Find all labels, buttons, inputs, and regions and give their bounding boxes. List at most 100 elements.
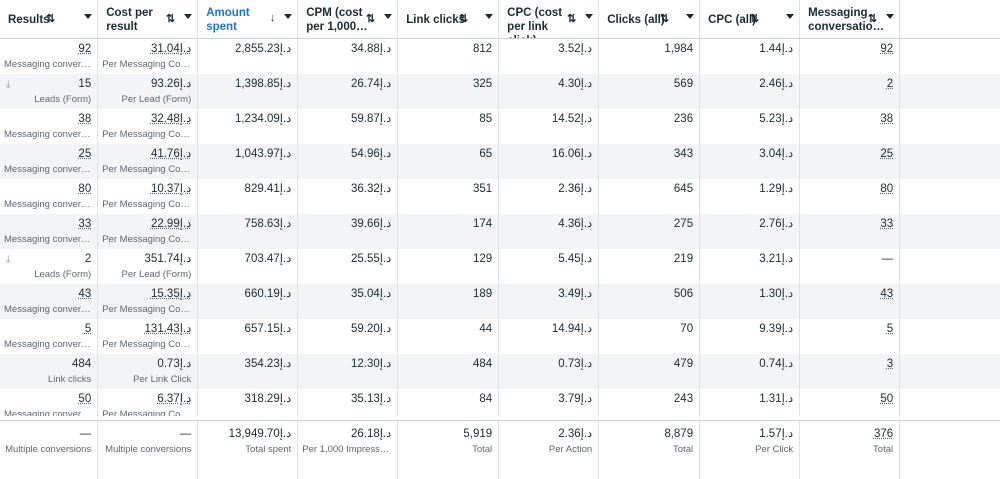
sort-icon[interactable]: ⇅ xyxy=(749,13,760,25)
cell-results[interactable]: 38 Messaging conversat… xyxy=(0,109,99,144)
col-amount-spent[interactable]: Amount spent ↓ xyxy=(198,0,299,38)
cell-value[interactable]: 25 xyxy=(78,148,92,160)
cell-cost-per-result[interactable]: 41.76د.إ Per Messaging Conv… xyxy=(98,144,199,179)
chevron-down-icon[interactable] xyxy=(585,14,594,19)
col-link-clicks[interactable]: Link clicks ⇅ xyxy=(398,0,500,38)
col-cpc-link[interactable]: CPC (cost per link click) ⇅ xyxy=(499,0,600,38)
cell-value[interactable]: 43 xyxy=(78,288,92,300)
cell-results[interactable]: 33 Messaging conversat… xyxy=(0,214,99,249)
download-icon[interactable]: ⤓ xyxy=(6,254,11,265)
total-value[interactable]: 376 xyxy=(873,428,894,440)
cell-value[interactable]: 50 xyxy=(78,393,92,405)
cell-value[interactable]: 38 xyxy=(880,113,894,125)
table-row[interactable]: 484 Link clicks 0.73د.إ Per Link Click 354.2… xyxy=(0,354,1000,389)
cell-cost-per-result[interactable]: 351.74د.إ Per Lead (Form) xyxy=(98,249,199,284)
chevron-down-icon[interactable] xyxy=(786,14,795,19)
cell-results[interactable]: 25 Messaging conversat… xyxy=(0,144,99,179)
cell-results[interactable]: 5 Messaging conversat… xyxy=(0,319,99,354)
sort-icon[interactable]: ⇅ xyxy=(46,13,56,25)
cell-cost-per-result[interactable]: 22.99د.إ Per Messaging Conv… xyxy=(98,214,199,249)
cell-messaging[interactable]: 2 xyxy=(800,74,901,109)
sort-icon[interactable]: ⇅ xyxy=(166,13,176,25)
col-clicks-all[interactable]: Clicks (all) ⇅ xyxy=(599,0,701,38)
cell-cost-per-result[interactable]: 31.04د.إ Per Messaging Conv… xyxy=(98,39,199,74)
cell-value[interactable]: 31.04د.إ xyxy=(150,43,192,55)
cell-cost-per-result[interactable]: 10.37د.إ Per Messaging Conv… xyxy=(98,179,199,214)
table-row[interactable]: 25 Messaging conversat… 41.76د.إ Per Messag… xyxy=(0,144,1000,179)
sort-icon[interactable]: ⇅ xyxy=(458,13,469,25)
chevron-down-icon[interactable] xyxy=(886,14,895,19)
cell-cost-per-result[interactable]: 131.43د.إ Per Messaging Conv… xyxy=(98,319,199,354)
cell-value[interactable]: 3 xyxy=(886,358,894,370)
cell-results[interactable]: ⤓ 15 Leads (Form) xyxy=(0,74,99,109)
chevron-down-icon[interactable] xyxy=(384,14,393,19)
cell-cost-per-result[interactable]: 15.35د.إ Per Messaging Conv… xyxy=(98,284,199,319)
table-row[interactable]: 43 Messaging conversat… 15.35د.إ Per Messag… xyxy=(0,284,1000,319)
cell-value[interactable]: 92 xyxy=(78,43,92,55)
col-cpm[interactable]: CPM (cost per 1,000… ⇅ xyxy=(298,0,399,38)
table-row[interactable]: 33 Messaging conversat… 22.99د.إ Per Messag… xyxy=(0,214,1000,249)
table-row[interactable]: 38 Messaging conversat… 32.48د.إ Per Messag… xyxy=(0,109,1000,144)
table-row[interactable]: ⤓ 2 Leads (Form) 351.74د.إ Per Lead (Form) 70… xyxy=(0,249,1000,284)
cell-value[interactable]: 5 xyxy=(84,323,92,335)
cell-value[interactable]: 15.35د.إ xyxy=(150,288,192,300)
cell-value[interactable]: 5 xyxy=(886,323,894,335)
cell-cost-per-result[interactable]: 6.37د.إ Per Messaging Conv… xyxy=(98,389,199,424)
cell-results[interactable]: 92 Messaging conversat… xyxy=(0,39,99,74)
cell-results[interactable]: 484 Link clicks xyxy=(0,354,99,389)
cell-value[interactable]: 32.48د.إ xyxy=(150,113,192,125)
cell-value[interactable]: 2 xyxy=(886,78,894,90)
table-row[interactable]: 92 Messaging conversat… 31.04د.إ Per Messag… xyxy=(0,39,1000,74)
cell-messaging[interactable]: 43 xyxy=(800,284,901,319)
cell-value[interactable]: 25 xyxy=(880,148,894,160)
cell-value[interactable]: 22.99د.إ xyxy=(150,218,192,230)
cell-messaging[interactable]: 50 xyxy=(800,389,901,424)
download-icon[interactable]: ⤓ xyxy=(6,79,11,90)
cell-messaging[interactable]: 3 xyxy=(800,354,901,389)
cell-value[interactable]: 50 xyxy=(880,393,894,405)
col-results[interactable]: Results ⇅ xyxy=(0,0,99,38)
cell-messaging[interactable]: 5 xyxy=(800,319,901,354)
table-row[interactable]: ⤓ 15 Leads (Form) 93.26د.إ Per Lead (Form) 1,… xyxy=(0,74,1000,109)
cell-value[interactable]: 33 xyxy=(880,218,894,230)
cell-messaging[interactable]: 38 xyxy=(800,109,901,144)
table-row[interactable]: 5 Messaging conversat… 131.43د.إ Per Messag… xyxy=(0,319,1000,354)
sort-icon[interactable]: ⇅ xyxy=(566,13,577,25)
col-cost-per-result[interactable]: Cost per result ⇅ xyxy=(98,0,199,38)
chevron-down-icon[interactable] xyxy=(686,14,695,19)
cell-results[interactable]: 80 Messaging conversat… xyxy=(0,179,99,214)
cell-results[interactable]: 43 Messaging conversat… xyxy=(0,284,99,319)
cell-value[interactable]: 80 xyxy=(78,183,92,195)
sort-icon[interactable]: ⇅ xyxy=(366,13,376,25)
cell-cost-per-result[interactable]: 93.26د.إ Per Lead (Form) xyxy=(98,74,199,109)
sort-icon[interactable]: ⇅ xyxy=(867,13,878,25)
cell-cost-per-result[interactable]: 32.48د.إ Per Messaging Conv… xyxy=(98,109,199,144)
chevron-down-icon[interactable] xyxy=(84,14,93,19)
cell-messaging[interactable]: — xyxy=(800,249,901,284)
cell-messaging[interactable]: 80 xyxy=(800,179,901,214)
cell-messaging[interactable]: 25 xyxy=(800,144,901,179)
chevron-down-icon[interactable] xyxy=(184,14,193,19)
cell-cost-per-result[interactable]: 0.73د.إ Per Link Click xyxy=(98,354,199,389)
cell-messaging[interactable]: 92 xyxy=(800,39,901,74)
chevron-down-icon[interactable] xyxy=(485,14,494,19)
cell-results[interactable]: ⤓ 2 Leads (Form) xyxy=(0,249,99,284)
cell-value[interactable]: 92 xyxy=(880,43,894,55)
cell-value[interactable]: 33 xyxy=(78,218,92,230)
sort-icon[interactable]: ↓ xyxy=(269,12,276,24)
col-messaging[interactable]: Messaging conversatio… ⇅ xyxy=(800,0,901,38)
cell-value[interactable]: 38 xyxy=(78,113,92,125)
cell-messaging[interactable]: 33 xyxy=(800,214,901,249)
cell-value[interactable]: 131.43د.إ xyxy=(144,323,192,335)
cell-value[interactable]: 41.76د.إ xyxy=(150,148,192,160)
table-row[interactable]: 80 Messaging conversat… 10.37د.إ Per Messag… xyxy=(0,179,1000,214)
cell-value[interactable]: 80 xyxy=(880,183,894,195)
cell-value[interactable]: 6.37د.إ xyxy=(157,393,192,405)
sort-icon[interactable]: ⇅ xyxy=(659,13,670,25)
cell-value[interactable]: 43 xyxy=(880,288,894,300)
cell-value[interactable]: 10.37د.إ xyxy=(150,183,192,195)
chevron-down-icon[interactable] xyxy=(284,14,293,19)
col-cpc-all[interactable]: CPC (all) ⇅ xyxy=(700,0,801,38)
